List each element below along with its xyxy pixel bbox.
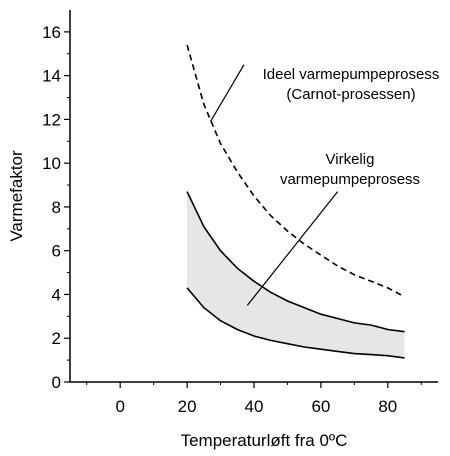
y-tick-label: 0 bbox=[52, 373, 61, 392]
y-tick-label: 12 bbox=[42, 110, 61, 129]
y-axis-title: Varmefaktor bbox=[7, 150, 26, 242]
x-axis-title: Temperaturløft fra 0ºC bbox=[181, 431, 348, 450]
series-layer bbox=[186, 44, 405, 359]
y-tick-label: 16 bbox=[42, 23, 61, 42]
x-tick-label: 80 bbox=[378, 397, 397, 416]
ticks-layer: 0 2 4 6 8 10 12 14 16 0 20 40 60 80 bbox=[42, 23, 422, 416]
x-tick-label: 0 bbox=[115, 397, 124, 416]
annotation-label: Ideel varmepumpeprosess bbox=[263, 66, 440, 83]
annotations-layer: Ideel varmepumpeprosess (Carnot-prosessen… bbox=[209, 64, 440, 306]
annotation-label: (Carnot-prosessen) bbox=[286, 86, 415, 103]
annotation-leader-0 bbox=[209, 64, 245, 122]
shaded-band bbox=[187, 191, 405, 358]
series-line-1 bbox=[186, 191, 405, 333]
x-tick-label: 60 bbox=[311, 397, 330, 416]
y-tick-label: 8 bbox=[52, 198, 61, 217]
y-tick-label: 4 bbox=[52, 285, 61, 304]
x-tick-label: 40 bbox=[245, 397, 264, 416]
series-line-2 bbox=[186, 287, 405, 359]
annotation-leader-1 bbox=[246, 191, 339, 306]
y-tick-label: 2 bbox=[52, 329, 61, 348]
annotation-label: varmepumpeprosess bbox=[280, 171, 420, 188]
y-tick-label: 10 bbox=[42, 154, 61, 173]
y-tick-label: 6 bbox=[52, 242, 61, 261]
series-line-0 bbox=[186, 44, 405, 298]
x-tick-label: 20 bbox=[178, 397, 197, 416]
annotation-label: Virkelig bbox=[326, 151, 375, 168]
shaded-band-layer bbox=[187, 191, 405, 358]
y-tick-label: 14 bbox=[42, 67, 61, 86]
